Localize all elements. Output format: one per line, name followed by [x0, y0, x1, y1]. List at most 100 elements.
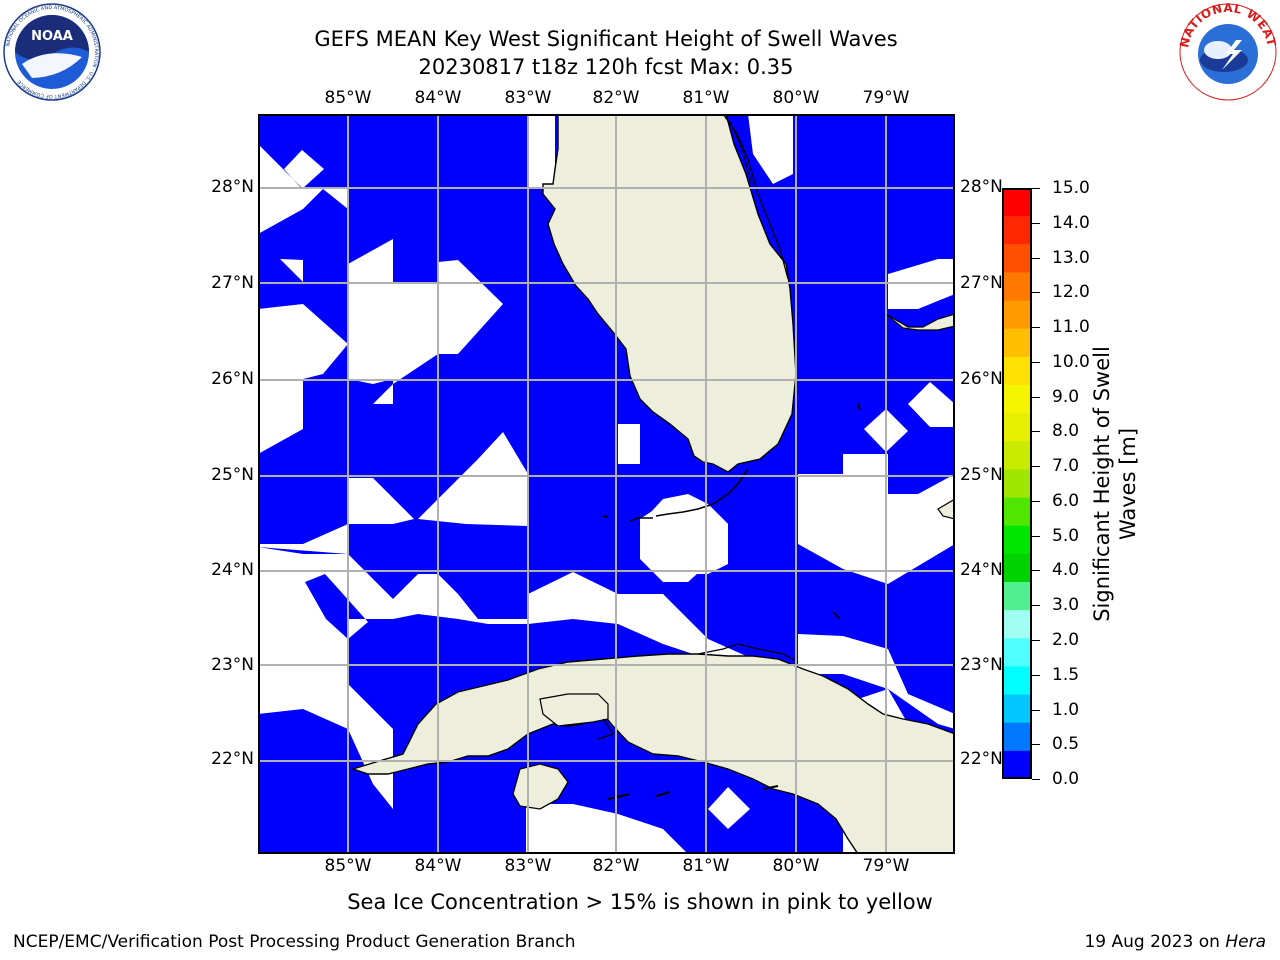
lat-label-left: 27°N: [211, 273, 254, 293]
colorbar-tick-label: 6.0: [1052, 490, 1080, 511]
lat-label-right: 25°N: [960, 465, 1003, 485]
colorbar-swatch: [1002, 441, 1032, 471]
lat-label-right: 26°N: [960, 369, 1003, 389]
colorbar-tick: [1032, 709, 1040, 711]
lat-label-right: 24°N: [960, 560, 1003, 580]
lat-label-left: 22°N: [211, 749, 254, 769]
chart-title: GEFS MEAN Key West Significant Height of…: [314, 27, 898, 51]
graticule: [258, 114, 955, 854]
colorbar-tick: [1032, 361, 1040, 363]
colorbar-swatch: [1002, 300, 1032, 330]
colorbar-tick-label: 9.0: [1052, 386, 1080, 407]
colorbar-tick-label: 8.0: [1052, 421, 1080, 442]
colorbar-tick: [1032, 257, 1040, 259]
colorbar-tick-label: 7.0: [1052, 456, 1080, 477]
colorbar-swatch: [1002, 638, 1032, 668]
swell-height-map: [258, 114, 955, 854]
lat-label-right: 22°N: [960, 749, 1003, 769]
lat-label-right: 27°N: [960, 273, 1003, 293]
isla-de-la-juventud: [512, 763, 569, 810]
lat-label-right: 23°N: [960, 655, 1003, 675]
lat-label-left: 26°N: [211, 369, 254, 389]
lon-label-bottom: 80°W: [772, 856, 820, 876]
colorbar-tick-label: 5.0: [1052, 525, 1080, 546]
noaa-logo: NOAA NATIONAL OCEANIC AND ATMOSPHERIC AD…: [3, 3, 101, 101]
colorbar-tick-label: 2.0: [1052, 629, 1080, 650]
colorbar-tick: [1032, 466, 1040, 468]
colorbar-swatch: [1002, 216, 1032, 245]
colorbar-swatch: [1002, 188, 1032, 217]
colorbar-tick-label: 15.0: [1052, 178, 1090, 198]
lat-label-left: 23°N: [211, 655, 254, 675]
noaa-text: NOAA: [31, 29, 73, 44]
lon-label-top: 85°W: [324, 88, 372, 108]
colorbar-swatch: [1002, 272, 1032, 302]
colorbar-tick-label: 1.5: [1052, 664, 1080, 685]
colorbar-swatch: [1002, 694, 1032, 724]
colorbar-tick-label: 14.0: [1052, 212, 1090, 233]
lon-label-top: 84°W: [414, 88, 462, 108]
colorbar-tick: [1032, 674, 1040, 676]
colorbar-tick: [1032, 222, 1040, 224]
colorbar-tick: [1032, 431, 1040, 433]
chart-subtitle: 20230817 t18z 120h fcst Max: 0.35: [418, 55, 794, 79]
colorbar-swatch: [1002, 610, 1032, 639]
colorbar-tick-label: 11.0: [1052, 317, 1090, 338]
lon-label-top: 79°W: [862, 88, 910, 108]
lat-label-left: 24°N: [211, 560, 254, 580]
colorbar-tick: [1032, 535, 1040, 537]
colorbar-swatch: [1002, 553, 1032, 583]
lon-label-bottom: 85°W: [324, 856, 372, 876]
colorbar-tick: [1032, 605, 1040, 607]
footer-credit: NCEP/EMC/Verification Post Processing Pr…: [13, 932, 576, 952]
sea-ice-footnote: Sea Ice Concentration > 15% is shown in …: [347, 890, 933, 914]
lon-label-top: 83°W: [504, 88, 552, 108]
colorbar-tick: [1032, 639, 1040, 641]
colorbar-tick-label: 12.0: [1052, 282, 1090, 303]
lon-label-top: 81°W: [682, 88, 730, 108]
lon-label-bottom: 83°W: [504, 856, 552, 876]
lon-label-top: 80°W: [772, 88, 820, 108]
colorbar-tick-label: 10.0: [1052, 351, 1090, 372]
colorbar-tick-label: 3.0: [1052, 595, 1080, 616]
colorbar-tick: [1032, 188, 1040, 189]
lat-label-right: 28°N: [960, 177, 1003, 197]
colorbar-swatch: [1002, 356, 1032, 386]
colorbar-swatch: [1002, 413, 1032, 442]
colorbar-swatch: [1002, 497, 1032, 527]
colorbar-tick-label: 1.0: [1052, 699, 1080, 720]
footer-date: 19 Aug 2023 on Hera: [1084, 932, 1266, 952]
colorbar-tick-label: 13.0: [1052, 247, 1090, 268]
colorbar-swatch: [1002, 244, 1032, 274]
lon-label-top: 82°W: [592, 88, 640, 108]
colorbar-tick-label: 0.0: [1052, 769, 1080, 789]
colorbar-tick-label: 4.0: [1052, 560, 1080, 581]
colorbar-tick: [1032, 779, 1040, 780]
colorbar-swatch: [1002, 750, 1032, 779]
lon-label-bottom: 79°W: [862, 856, 910, 876]
colorbar: [1002, 188, 1032, 779]
colorbar-swatch: [1002, 328, 1032, 358]
colorbar-tick: [1032, 744, 1040, 746]
colorbar-swatch: [1002, 582, 1032, 611]
lat-label-left: 28°N: [211, 177, 254, 197]
lon-label-bottom: 82°W: [592, 856, 640, 876]
colorbar-tick: [1032, 500, 1040, 502]
colorbar-tick-label: 0.5: [1052, 734, 1080, 755]
lat-label-left: 25°N: [211, 465, 254, 485]
colorbar-swatch: [1002, 385, 1032, 414]
colorbar-tick: [1032, 292, 1040, 294]
colorbar-tick: [1032, 570, 1040, 572]
colorbar-title: Significant Height of Swell Waves [m]: [1090, 346, 1140, 622]
colorbar-tick: [1032, 396, 1040, 398]
colorbar-swatch: [1002, 722, 1032, 752]
lon-label-bottom: 84°W: [414, 856, 462, 876]
nws-logo: NATIONAL WEATHER SERVICE: [1178, 2, 1278, 101]
cuba-landmass: [350, 653, 955, 854]
colorbar-tick: [1032, 327, 1040, 329]
colorbar-swatch: [1002, 525, 1032, 555]
colorbar-swatch: [1002, 666, 1032, 696]
colorbar-swatch: [1002, 469, 1032, 499]
lon-label-bottom: 81°W: [682, 856, 730, 876]
map-frame: [258, 114, 955, 854]
